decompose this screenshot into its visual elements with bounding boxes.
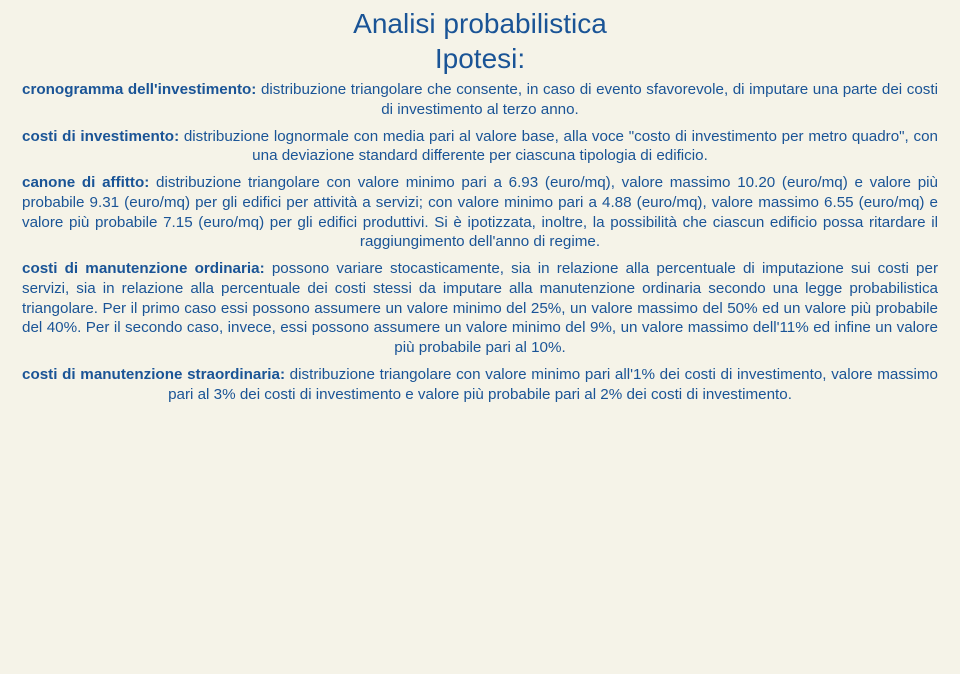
paragraph-cronogramma: cronogramma dell'investimento: distribuz… (22, 80, 938, 120)
text-canone-affitto: distribuzione triangolare con valore min… (22, 174, 938, 250)
paragraph-manutenzione-ordinaria: costi di manutenzione ordinaria: possono… (22, 259, 938, 358)
text-cronogramma: distribuzione triangolare che consente, … (256, 81, 938, 118)
paragraph-costi-investimento: costi di investimento: distribuzione log… (22, 127, 938, 167)
slide-title: Analisi probabilistica Ipotesi: (22, 6, 938, 76)
slide-page: Analisi probabilistica Ipotesi: cronogra… (0, 0, 960, 421)
label-cronogramma: cronogramma dell'investimento: (22, 81, 256, 98)
paragraph-canone-affitto: canone di affitto: distribuzione triango… (22, 173, 938, 252)
text-costi-investimento: distribuzione lognormale con media pari … (179, 128, 938, 165)
label-canone-affitto: canone di affitto: (22, 174, 149, 191)
label-manutenzione-ordinaria: costi di manutenzione ordinaria: (22, 260, 265, 277)
title-line-2: Ipotesi: (22, 41, 938, 76)
paragraph-manutenzione-straordinaria: costi di manutenzione straordinaria: dis… (22, 365, 938, 405)
label-manutenzione-straordinaria: costi di manutenzione straordinaria: (22, 366, 285, 383)
label-costi-investimento: costi di investimento: (22, 128, 179, 145)
title-line-1: Analisi probabilistica (22, 6, 938, 41)
